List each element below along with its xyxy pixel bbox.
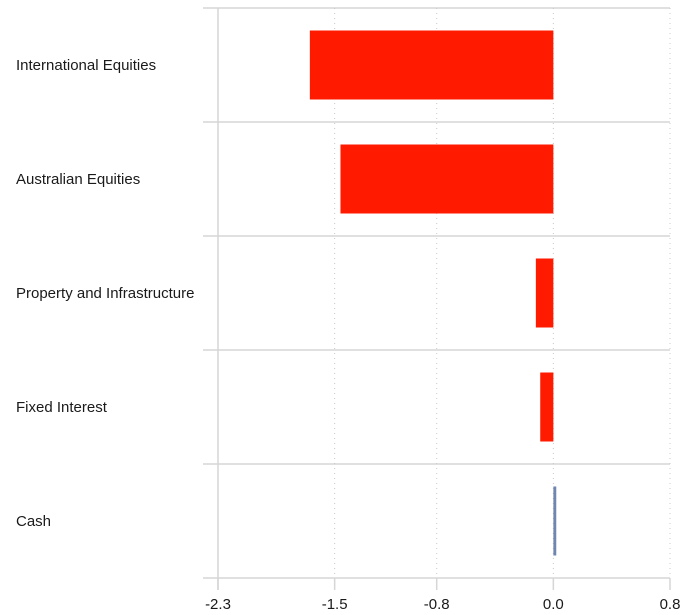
- category-label: Cash: [16, 513, 51, 530]
- x-tick-label: -2.3: [205, 596, 231, 613]
- category-label: Fixed Interest: [16, 399, 108, 416]
- category-label: Property and Infrastructure: [16, 285, 194, 302]
- bar: [309, 30, 554, 100]
- category-label: Australian Equities: [16, 171, 140, 188]
- bars-layer: [309, 30, 557, 556]
- bar: [540, 372, 554, 442]
- x-tick-label: -1.5: [322, 596, 348, 613]
- bar: [535, 258, 554, 328]
- x-tick-label: 0.0: [543, 596, 564, 613]
- bar: [553, 486, 557, 556]
- x-tick-label: -0.8: [424, 596, 450, 613]
- x-axis-ticks: -2.3 -1.5 -0.8 0.0 0.8: [205, 596, 680, 613]
- category-labels: International Equities Australian Equitie…: [16, 57, 194, 530]
- x-tick-label: 0.8: [660, 596, 681, 613]
- category-label: International Equities: [16, 57, 156, 74]
- bar: [340, 144, 554, 214]
